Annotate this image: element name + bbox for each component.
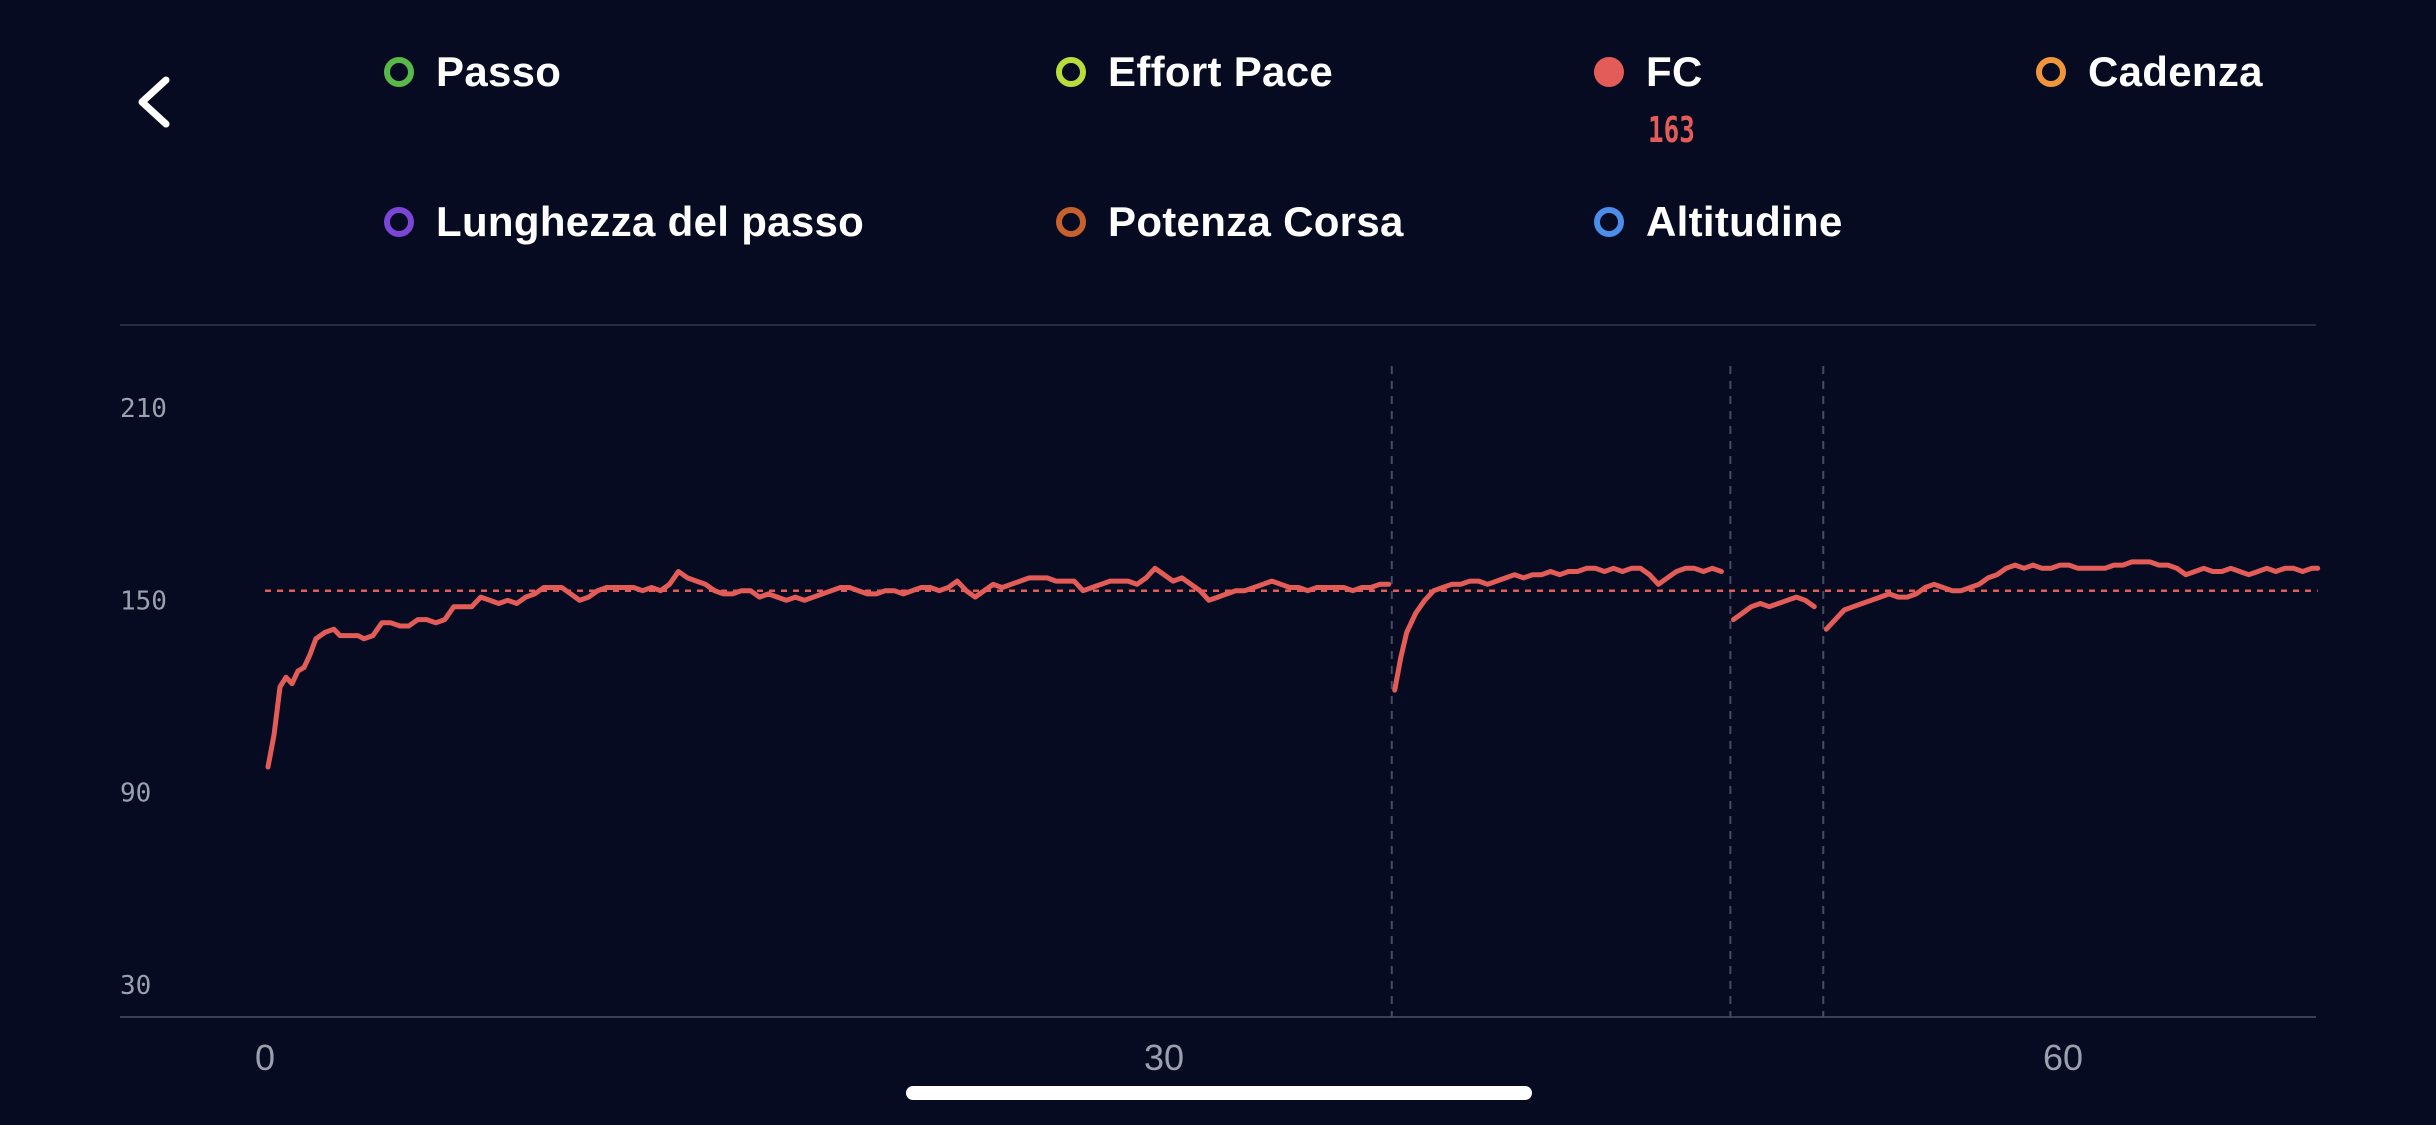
legend-label: FC [1646,48,1703,95]
home-indicator[interactable] [906,1086,1532,1100]
fc-series-line [1823,559,2321,632]
fc-series-line [1730,594,1817,623]
legend-dot-icon [384,57,414,87]
legend-item-altitudine[interactable]: Altitudine [1594,192,1843,252]
fc-series-line [265,565,1392,770]
legend-dot-icon [1594,207,1624,237]
legend-dot-icon [384,207,414,237]
legend-dot-icon [1056,57,1086,87]
legend-dot-icon [2036,57,2066,87]
y-tick-label: 210 [120,394,167,424]
legend-item-lunghezza-del-passo[interactable]: Lunghezza del passo [384,192,864,252]
y-tick-label: 30 [120,971,151,1001]
y-tick-label: 150 [120,586,167,616]
chevron-left-icon [138,76,170,128]
legend-item-passo[interactable]: Passo [384,42,561,102]
legend-item-potenza-corsa[interactable]: Potenza Corsa [1056,192,1404,252]
legend-label: Cadenza [2088,48,2263,95]
legend-label: Altitudine [1646,198,1843,245]
fc-current-value: 163 [1648,110,1695,151]
x-tick-label: 30 [1144,1037,1184,1078]
legend-label: Effort Pace [1108,48,1334,95]
legend-item-effort-pace[interactable]: Effort Pace [1056,42,1333,102]
y-tick-label: 90 [120,779,151,809]
legend-label: Potenza Corsa [1108,198,1404,245]
x-tick-label: 0 [255,1037,275,1078]
back-button[interactable] [120,60,200,140]
legend-label: Passo [436,48,562,95]
legend-dot-icon [1594,57,1624,87]
legend-item-cadenza[interactable]: Cadenza [2036,42,2263,102]
fc-series-line [1392,565,1724,693]
x-tick-label: 60 [2043,1037,2083,1078]
legend-label: Lunghezza del passo [436,198,865,245]
legend-dot-icon [1056,207,1086,237]
legend-item-fc[interactable]: FC [1594,42,1703,102]
